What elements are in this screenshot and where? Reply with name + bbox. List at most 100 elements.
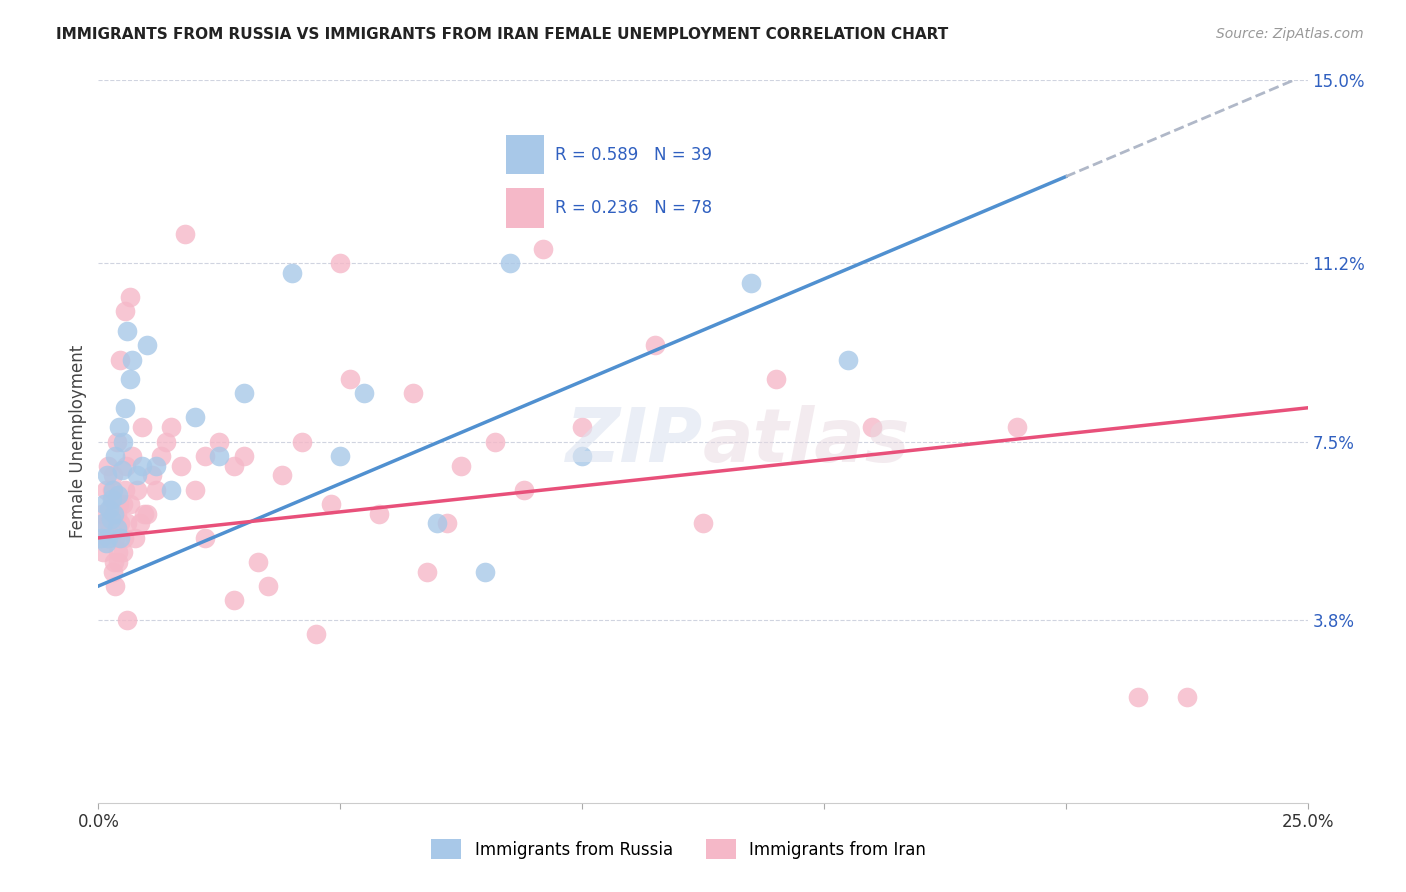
Point	[103, 507, 125, 521]
Point	[97, 458, 120, 473]
Point	[571, 449, 593, 463]
Point	[484, 434, 506, 449]
Point	[134, 507, 156, 521]
Point	[474, 565, 496, 579]
Point	[114, 304, 136, 318]
Point	[105, 507, 128, 521]
Point	[232, 449, 254, 463]
Point	[111, 497, 134, 511]
Point	[101, 468, 124, 483]
Point	[740, 276, 762, 290]
Point	[353, 386, 375, 401]
Point	[131, 458, 153, 473]
Point	[124, 531, 146, 545]
Point	[571, 420, 593, 434]
Point	[118, 290, 141, 304]
Point	[94, 483, 117, 497]
Point	[271, 468, 294, 483]
Point	[150, 449, 173, 463]
Point	[114, 483, 136, 497]
Point	[121, 449, 143, 463]
Point	[108, 352, 131, 367]
Point	[208, 449, 231, 463]
Point	[194, 531, 217, 545]
Point	[118, 372, 141, 386]
Point	[101, 492, 124, 507]
Point	[436, 516, 458, 531]
Point	[121, 352, 143, 367]
Point	[402, 386, 425, 401]
Point	[93, 497, 115, 511]
Point	[117, 324, 139, 338]
Point	[96, 531, 118, 545]
Point	[111, 545, 134, 559]
Point	[513, 483, 536, 497]
Point	[114, 401, 136, 415]
Point	[174, 227, 197, 242]
Point	[128, 516, 150, 531]
Point	[145, 483, 167, 497]
Text: ZIP: ZIP	[565, 405, 703, 478]
Point	[105, 434, 128, 449]
Point	[644, 338, 666, 352]
Point	[96, 468, 118, 483]
Point	[160, 420, 183, 434]
Text: atlas: atlas	[703, 405, 911, 478]
Point	[90, 531, 112, 545]
Point	[837, 352, 859, 367]
Point	[329, 256, 352, 270]
Point	[98, 502, 121, 516]
Point	[426, 516, 449, 531]
Point	[117, 613, 139, 627]
Point	[765, 372, 787, 386]
Point	[104, 449, 127, 463]
Point	[222, 593, 245, 607]
Text: Source: ZipAtlas.com: Source: ZipAtlas.com	[1216, 27, 1364, 41]
Point	[1128, 690, 1150, 704]
Point	[368, 507, 391, 521]
Point	[184, 483, 207, 497]
Point	[103, 555, 125, 569]
Point	[1175, 690, 1198, 704]
Point	[256, 579, 278, 593]
Text: IMMIGRANTS FROM RUSSIA VS IMMIGRANTS FROM IRAN FEMALE UNEMPLOYMENT CORRELATION C: IMMIGRANTS FROM RUSSIA VS IMMIGRANTS FRO…	[56, 27, 949, 42]
Point	[145, 458, 167, 473]
Legend: Immigrants from Russia, Immigrants from Iran: Immigrants from Russia, Immigrants from …	[432, 839, 927, 860]
Point	[115, 458, 138, 473]
Point	[155, 434, 177, 449]
Point	[111, 463, 134, 477]
Point	[141, 468, 163, 483]
Point	[100, 511, 122, 525]
Point	[107, 420, 129, 434]
Point	[98, 516, 121, 531]
Point	[860, 420, 883, 434]
Point	[94, 535, 117, 549]
Point	[281, 266, 304, 280]
Point	[531, 242, 554, 256]
Point	[184, 410, 207, 425]
Point	[117, 516, 139, 531]
Point	[160, 483, 183, 497]
Point	[222, 458, 245, 473]
Point	[101, 497, 124, 511]
Point	[127, 483, 149, 497]
Point	[107, 545, 129, 559]
Point	[101, 483, 124, 497]
Point	[101, 483, 124, 497]
Y-axis label: Female Unemployment: Female Unemployment	[69, 345, 87, 538]
Point	[329, 449, 352, 463]
Point	[169, 458, 191, 473]
Point	[93, 516, 115, 531]
Point	[305, 627, 328, 641]
Point	[135, 338, 157, 352]
Point	[319, 497, 342, 511]
Point	[104, 579, 127, 593]
Point	[692, 516, 714, 531]
Point	[107, 487, 129, 501]
Point	[105, 521, 128, 535]
Point	[107, 497, 129, 511]
Point	[194, 449, 217, 463]
Point	[91, 516, 114, 531]
Point	[416, 565, 439, 579]
Point	[90, 531, 112, 545]
